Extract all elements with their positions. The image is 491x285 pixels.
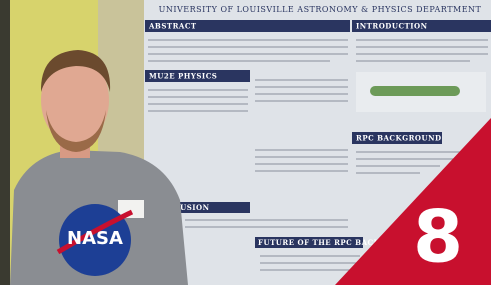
shirt-logo: NASA — [67, 228, 123, 249]
section-title: Introduction — [356, 22, 428, 31]
frame — [0, 0, 10, 285]
photo: University of Louisville Astronomy & Phy… — [0, 0, 491, 285]
department: University of Louisville Astronomy & Phy… — [159, 5, 482, 14]
section-title: Abstract — [148, 22, 197, 31]
badge-number: 8 — [413, 195, 463, 279]
section-title: RPC Background — [356, 134, 442, 143]
section-title: Mu2e Physics — [149, 72, 217, 81]
detector-drawing — [370, 86, 460, 96]
